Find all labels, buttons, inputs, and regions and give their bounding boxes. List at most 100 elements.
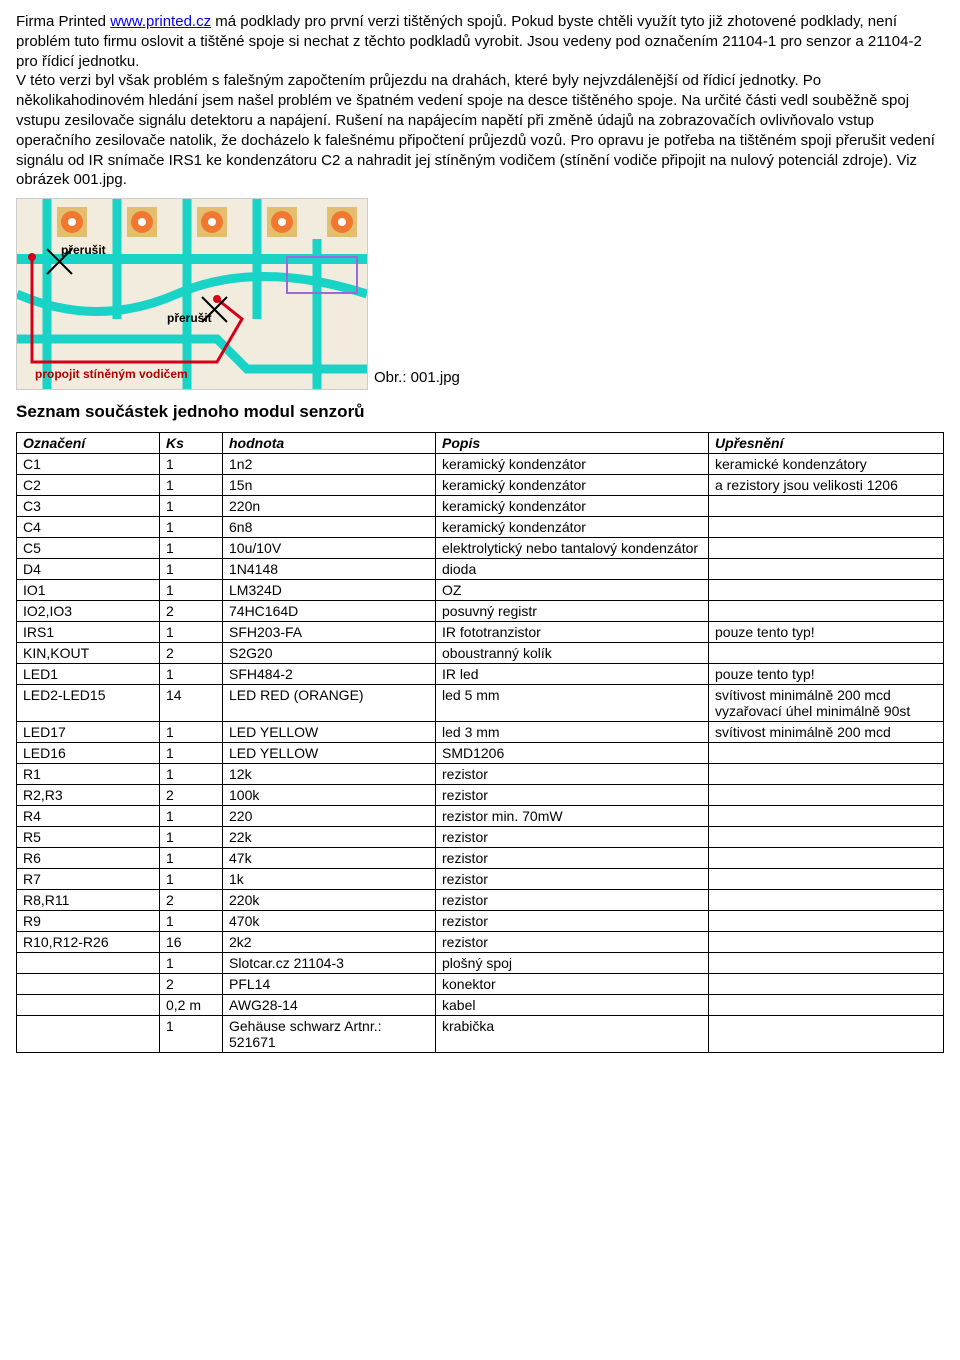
table-cell: OZ [436,580,709,601]
table-cell: 1 [160,622,223,643]
table-row: C111n2keramický kondenzátorkeramické kon… [17,454,944,475]
table-row: R41220rezistor min. 70mW [17,806,944,827]
table-cell [17,974,160,995]
table-cell: keramický kondenzátor [436,454,709,475]
table-cell: C2 [17,475,160,496]
table-cell: 74HC164D [223,601,436,622]
table-row: C5110u/10Velektrolytický nebo tantalový … [17,538,944,559]
table-cell: krabička [436,1016,709,1053]
table-cell: 100k [223,785,436,806]
pcb-anno-break1: přerušit [61,243,106,257]
table-row: R8,R112220krezistor [17,890,944,911]
table-row: 1Slotcar.cz 21104-3plošný spoj [17,953,944,974]
pcb-anno-break2: přerušit [167,311,212,325]
table-row: IO2,IO3274HC164Dposuvný registr [17,601,944,622]
table-row: LED171LED YELLOWled 3 mmsvítivost minimá… [17,722,944,743]
table-cell: 1 [160,869,223,890]
table-cell: LED16 [17,743,160,764]
table-row: D411N4148dioda [17,559,944,580]
table-cell: elektrolytický nebo tantalový kondenzáto… [436,538,709,559]
table-cell: 2 [160,785,223,806]
table-cell: 1 [160,953,223,974]
table-cell: rezistor [436,932,709,953]
table-row: R711krezistor [17,869,944,890]
table-cell: rezistor [436,890,709,911]
table-cell: 22k [223,827,436,848]
th-hodnota: hodnota [223,433,436,454]
table-cell: 220 [223,806,436,827]
pcb-image: přerušit přerušit propojit stíněným vodi… [16,198,368,390]
table-cell: a rezistory jsou velikosti 1206 [709,475,944,496]
table-cell: 6n8 [223,517,436,538]
table-cell: keramický kondenzátor [436,496,709,517]
printed-link[interactable]: www.printed.cz [110,13,211,30]
table-row: KIN,KOUT2S2G20oboustranný kolík [17,643,944,664]
table-row: 0,2 mAWG28-14kabel [17,995,944,1016]
table-cell: IO2,IO3 [17,601,160,622]
table-cell: C1 [17,454,160,475]
table-cell [709,848,944,869]
th-ks: Ks [160,433,223,454]
table-cell: rezistor [436,869,709,890]
table-cell: Slotcar.cz 21104-3 [223,953,436,974]
table-cell: R1 [17,764,160,785]
table-cell: 1 [160,559,223,580]
table-cell: rezistor [436,911,709,932]
table-cell [709,785,944,806]
table-cell: rezistor [436,827,709,848]
table-cell: 15n [223,475,436,496]
table-cell: 1 [160,475,223,496]
table-cell [709,932,944,953]
table-cell: led 5 mm [436,685,709,722]
table-cell [17,995,160,1016]
table-cell: 2 [160,890,223,911]
table-cell [709,601,944,622]
table-cell: SMD1206 [436,743,709,764]
table-cell: LM324D [223,580,436,601]
table-cell: svítivost minimálně 200 mcd [709,722,944,743]
table-cell: 470k [223,911,436,932]
table-cell: LED2-LED15 [17,685,160,722]
parts-list-heading: Seznam součástek jednoho modul senzorů [16,402,944,422]
table-cell: 1 [160,496,223,517]
table-cell: S2G20 [223,643,436,664]
table-row: R2,R32100krezistor [17,785,944,806]
table-cell: dioda [436,559,709,580]
table-cell [17,953,160,974]
table-cell [709,496,944,517]
table-cell: IRS1 [17,622,160,643]
table-cell: rezistor [436,848,709,869]
table-cell: 1 [160,517,223,538]
table-cell: IR fototranzistor [436,622,709,643]
table-cell: 1N4148 [223,559,436,580]
th-oznaceni: Označení [17,433,160,454]
table-row: C2115nkeramický kondenzátora rezistory j… [17,475,944,496]
table-cell: 14 [160,685,223,722]
th-upresneni: Upřesnění [709,433,944,454]
table-cell: C5 [17,538,160,559]
table-cell: rezistor [436,785,709,806]
table-cell: R2,R3 [17,785,160,806]
parts-table: Označení Ks hodnota Popis Upřesnění C111… [16,432,944,1053]
table-cell: 1 [160,454,223,475]
table-cell: keramický kondenzátor [436,475,709,496]
table-row: R10,R12-R26162k2rezistor [17,932,944,953]
table-cell: R9 [17,911,160,932]
table-cell: 2 [160,974,223,995]
table-cell [709,580,944,601]
table-cell: 2 [160,601,223,622]
pcb-anno-shield: propojit stíněným vodičem [35,367,188,381]
table-cell: R8,R11 [17,890,160,911]
table-cell: kabel [436,995,709,1016]
table-cell: Gehäuse schwarz Artnr.: 521671 [223,1016,436,1053]
table-cell [709,890,944,911]
table-cell [709,743,944,764]
table-cell [709,974,944,995]
table-cell: R7 [17,869,160,890]
table-cell: C3 [17,496,160,517]
table-cell: 1 [160,1016,223,1053]
table-cell: keramické kondenzátory [709,454,944,475]
table-header-row: Označení Ks hodnota Popis Upřesnění [17,433,944,454]
table-cell: 10u/10V [223,538,436,559]
table-cell [709,517,944,538]
